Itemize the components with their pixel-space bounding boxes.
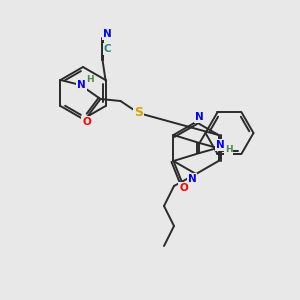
Text: N: N	[103, 29, 112, 39]
Text: O: O	[179, 183, 188, 193]
Text: N: N	[216, 140, 225, 150]
Text: N: N	[195, 112, 203, 122]
Text: H: H	[225, 146, 232, 154]
Text: H: H	[86, 76, 93, 85]
Text: N: N	[77, 80, 86, 90]
Text: N: N	[188, 174, 196, 184]
Text: S: S	[134, 106, 143, 119]
Text: C: C	[104, 44, 111, 54]
Text: O: O	[82, 117, 91, 127]
